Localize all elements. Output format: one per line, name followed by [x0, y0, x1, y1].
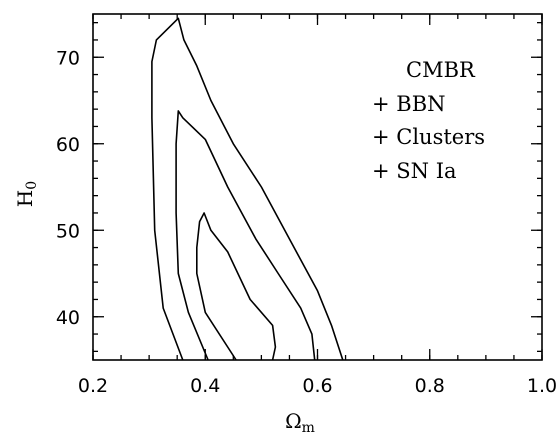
- annotation-line-4: + SN Ia: [372, 159, 457, 183]
- axis-ticks: [92, 14, 543, 360]
- contour-line-3: [196, 212, 277, 361]
- contour-lines: [151, 17, 344, 361]
- x-tick-label: 0.8: [415, 375, 445, 397]
- y-tick-label: 40: [56, 307, 80, 329]
- y-axis-label-main: H: [13, 190, 37, 207]
- annotation-line-1: CMBR: [406, 58, 476, 82]
- contour-line-1: [151, 17, 344, 361]
- y-tick-label: 60: [56, 134, 80, 156]
- annotation-line-3: + Clusters: [372, 125, 485, 149]
- x-axis-label: Ωm: [285, 409, 315, 434]
- annotation-block: CMBR + BBN + Clusters + SN Ia: [372, 58, 485, 183]
- x-tick-label: 0.2: [78, 375, 108, 397]
- annotation-line-2: + BBN: [372, 92, 446, 116]
- x-axis-label-sub: m: [302, 420, 315, 434]
- contour-line-2: [175, 110, 316, 361]
- x-tick-label: 1.0: [527, 375, 557, 397]
- x-tick-label: 0.6: [302, 375, 332, 397]
- y-tick-label: 70: [56, 47, 80, 69]
- x-tick-label: 0.4: [190, 375, 220, 397]
- y-tick-label: 50: [56, 220, 80, 242]
- y-axis-label: H0: [13, 181, 40, 207]
- y-axis-label-sub: 0: [24, 181, 40, 190]
- axis-tick-labels: 0.2 0.4 0.6 0.8 1.0 40 50 60 70: [56, 47, 557, 397]
- x-axis-label-main: Ω: [285, 409, 302, 433]
